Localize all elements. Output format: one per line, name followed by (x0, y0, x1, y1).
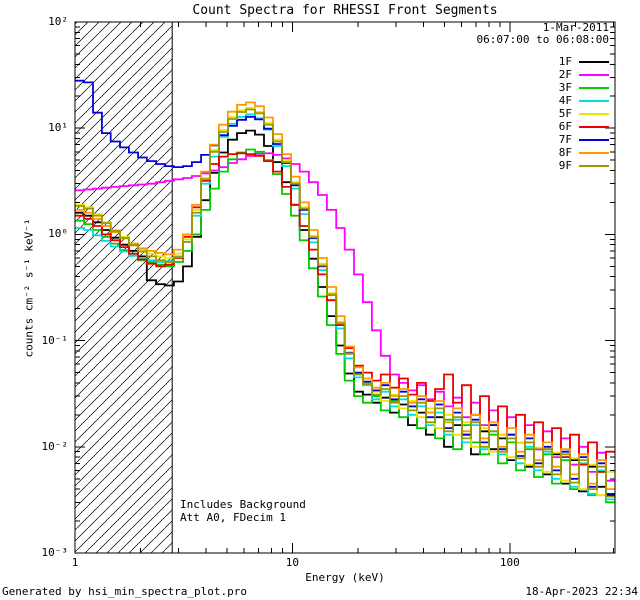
generated-timestamp: 18-Apr-2023 22:34 (525, 585, 638, 598)
y-tick-label: 10⁻³ (41, 546, 69, 559)
observation-info: 1-Mar-2011 06:07:00 to 06:08:00 (477, 22, 609, 46)
legend-item-1F: 1F (559, 55, 609, 68)
series-9F-line (75, 108, 615, 498)
legend-item-6F: 6F (559, 120, 609, 133)
generated-by-text: Generated by hsi_min_spectra_plot.pro (2, 585, 248, 598)
x-tick-label: 1 (71, 556, 79, 569)
legend-color-line (579, 125, 609, 128)
y-tick-label: 10¹ (48, 121, 68, 135)
legend-label: 8F (558, 146, 572, 159)
axis-ticks (74, 21, 615, 554)
y-tick-label: 10⁰ (48, 227, 68, 241)
legend-color-line (579, 138, 609, 141)
series-lines (75, 79, 615, 504)
legend-color-line (579, 86, 609, 89)
legend-color-line (579, 73, 609, 76)
x-tick-label: 100 (499, 556, 520, 569)
legend-label: 5F (558, 107, 572, 120)
y-tick-label: 10² (48, 15, 68, 28)
legend-label: 7F (558, 133, 572, 146)
observation-date: 1-Mar-2011 (542, 21, 609, 34)
hatched-region (75, 22, 173, 553)
annotation-includes-background: Includes Background (180, 498, 306, 511)
legend-item-9F: 9F (559, 159, 609, 172)
plot-border (74, 21, 616, 554)
y-tick-label: 10⁻² (41, 439, 69, 453)
legend-item-5F: 5F (559, 107, 609, 120)
legend-color-line (579, 151, 609, 154)
legend-color-line (579, 112, 609, 115)
legend-item-8F: 8F (559, 146, 609, 159)
observation-time-range: 06:07:00 to 06:08:00 (476, 33, 609, 46)
legend-label: 3F (558, 81, 572, 94)
y-tick-label: 10⁻¹ (41, 333, 69, 347)
legend-label: 1F (558, 55, 572, 68)
plot-annotations: Includes Background Att A0, FDecim 1 (180, 498, 306, 524)
legend-color-line (579, 60, 609, 63)
legend-item-2F: 2F (559, 68, 609, 81)
legend-label: 4F (558, 94, 572, 107)
legend-item-3F: 3F (559, 81, 609, 94)
legend-label: 6F (558, 120, 572, 133)
legend-item-7F: 7F (559, 133, 609, 146)
legend: 1F 2F 3F 4F 5F 6F 7F 8F 9F (559, 55, 609, 172)
annotation-att-fdecim: Att A0, FDecim 1 (180, 510, 286, 524)
x-axis-label: Energy (keV) (305, 571, 385, 584)
chart-title: Count Spectra for RHESSI Front Segments (192, 3, 498, 18)
legend-item-4F: 4F (559, 94, 609, 107)
legend-color-line (579, 164, 609, 167)
legend-color-line (579, 99, 609, 102)
x-tick-label: 10 (285, 556, 300, 569)
legend-label: 9F (558, 159, 572, 172)
legend-label: 2F (558, 68, 572, 81)
